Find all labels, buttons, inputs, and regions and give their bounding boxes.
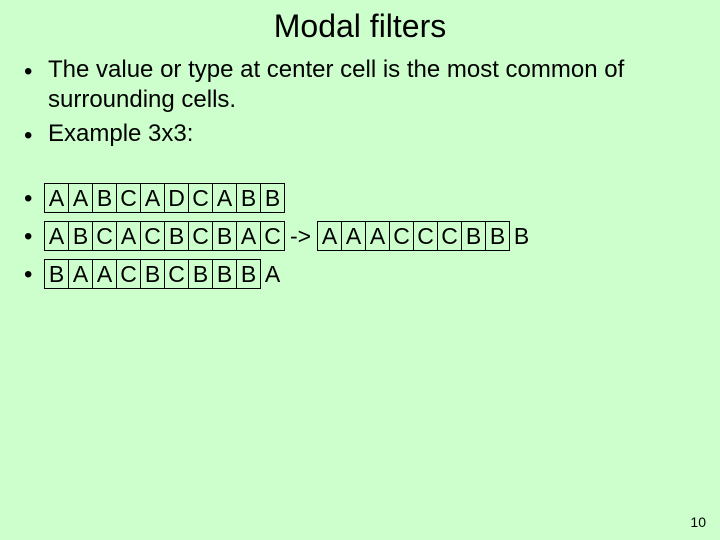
page-number: 10 xyxy=(690,514,706,530)
bullet-2-text: Example 3x3: xyxy=(48,119,696,149)
bullet-dot: • xyxy=(24,183,44,213)
grid-cell-plain: B xyxy=(509,221,534,251)
grid-cell: B xyxy=(92,183,117,213)
grid-cell: A xyxy=(68,259,93,289)
grid-cell: C xyxy=(116,259,141,289)
grid-cell: A xyxy=(212,183,237,213)
grid-cell: A xyxy=(341,221,366,251)
grid-cell: C xyxy=(164,259,189,289)
bullet-dot: • xyxy=(24,259,44,289)
grid-cell: B xyxy=(164,221,189,251)
grid-row-3: • BAACBCBBBA xyxy=(24,255,720,293)
grid-cell: B xyxy=(68,221,93,251)
grid-cell: A xyxy=(116,221,141,251)
grid-cell: B xyxy=(212,221,237,251)
grid-cell: A xyxy=(365,221,390,251)
grid-cell: B xyxy=(212,259,237,289)
grid-cell: C xyxy=(116,183,141,213)
grid-cell: B xyxy=(236,183,261,213)
bullet-dot: • xyxy=(24,55,48,87)
grid-cell: B xyxy=(140,259,165,289)
grid-cell: C xyxy=(413,221,438,251)
grid-cell: C xyxy=(389,221,414,251)
grid-cell: B xyxy=(485,221,510,251)
grid-row-1: • AABCADCABB xyxy=(24,179,720,217)
grid-section: • AABCADCABB • ABCACBCBAC -> AAACCCBBB •… xyxy=(0,151,720,293)
grid-cell: A xyxy=(68,183,93,213)
cells-row-1: AABCADCABB xyxy=(44,183,284,213)
grid-cell: C xyxy=(437,221,462,251)
arrow-text: -> xyxy=(284,221,317,251)
grid-cell: A xyxy=(140,183,165,213)
cells-result: AAACCCBBB xyxy=(317,221,534,251)
slide-title: Modal filters xyxy=(0,0,720,51)
grid-cell: C xyxy=(140,221,165,251)
grid-cell: C xyxy=(188,221,213,251)
grid-cell: B xyxy=(44,259,69,289)
grid-cell: D xyxy=(164,183,189,213)
bullet-1-text: The value or type at center cell is the … xyxy=(48,55,696,115)
grid-cell: A xyxy=(44,183,69,213)
cells-row-2: ABCACBCBAC xyxy=(44,221,284,251)
grid-cell: B xyxy=(236,259,261,289)
cells-row-3: BAACBCBBBA xyxy=(44,259,285,289)
grid-cell: B xyxy=(260,183,285,213)
grid-cell: A xyxy=(44,221,69,251)
bullet-1: • The value or type at center cell is th… xyxy=(24,55,696,115)
grid-cell: A xyxy=(92,259,117,289)
grid-cell: B xyxy=(188,259,213,289)
grid-cell-plain: A xyxy=(260,259,285,289)
bullet-dot: • xyxy=(24,221,44,251)
grid-cell: C xyxy=(260,221,285,251)
grid-cell: C xyxy=(188,183,213,213)
content-area: • The value or type at center cell is th… xyxy=(0,55,720,151)
grid-row-2: • ABCACBCBAC -> AAACCCBBB xyxy=(24,217,720,255)
grid-cell: C xyxy=(92,221,117,251)
bullet-dot: • xyxy=(24,119,48,151)
grid-cell: A xyxy=(236,221,261,251)
bullet-2: • Example 3x3: xyxy=(24,119,696,151)
grid-cell: B xyxy=(461,221,486,251)
grid-cell: A xyxy=(317,221,342,251)
